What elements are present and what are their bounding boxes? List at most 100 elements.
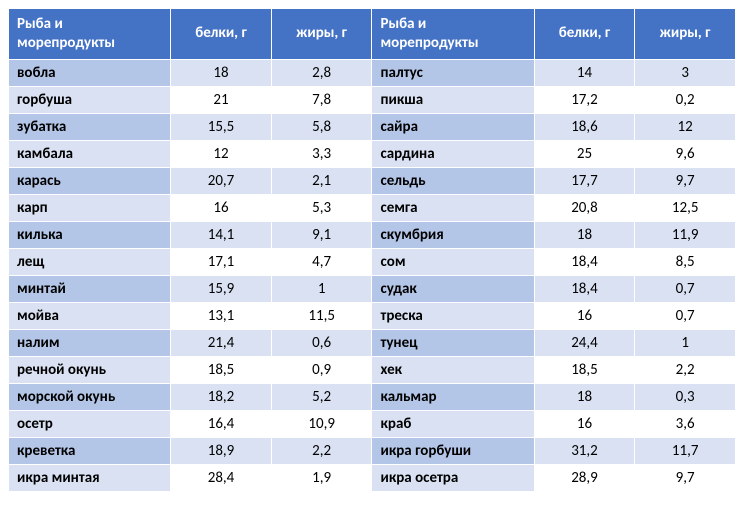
cell-name: кальмар: [372, 383, 534, 410]
col-head-protein-right: белки, г: [534, 9, 635, 60]
cell-protein: 18,4: [534, 275, 635, 302]
cell-fat: 11,9: [635, 221, 736, 248]
cell-fat: 5,2: [271, 383, 372, 410]
cell-protein: 14,1: [171, 221, 272, 248]
table-row: налим21,40,6тунец24,41: [9, 329, 736, 356]
cell-protein: 18,5: [171, 356, 272, 383]
cell-fat: 3,3: [271, 140, 372, 167]
cell-fat: 3,6: [635, 410, 736, 437]
cell-protein: 18: [534, 383, 635, 410]
cell-protein: 18: [171, 59, 272, 86]
cell-fat: 0,6: [271, 329, 372, 356]
cell-name: треска: [372, 302, 534, 329]
cell-name: карп: [9, 194, 171, 221]
cell-name: речной окунь: [9, 356, 171, 383]
cell-name: хек: [372, 356, 534, 383]
table-header-row: Рыба и морепродукты белки, г жиры, г Рыб…: [9, 9, 736, 60]
table-row: карась20,72,1сельдь17,79,7: [9, 167, 736, 194]
col-head-name-right: Рыба и морепродукты: [372, 9, 534, 60]
cell-fat: 12,5: [635, 194, 736, 221]
cell-name: икра горбуши: [372, 437, 534, 464]
cell-protein: 13,1: [171, 302, 272, 329]
cell-fat: 2,2: [271, 437, 372, 464]
cell-fat: 1,9: [271, 464, 372, 491]
cell-fat: 2,1: [271, 167, 372, 194]
cell-name: карась: [9, 167, 171, 194]
table-body: вобла182,8палтус143горбуша217,8пикша17,2…: [9, 59, 736, 491]
nutrition-table: Рыба и морепродукты белки, г жиры, г Рыб…: [8, 8, 736, 492]
cell-fat: 0,9: [271, 356, 372, 383]
cell-protein: 21: [171, 86, 272, 113]
cell-name: пикша: [372, 86, 534, 113]
cell-name: зубатка: [9, 113, 171, 140]
table-row: мойва13,111,5треска160,7: [9, 302, 736, 329]
cell-protein: 28,4: [171, 464, 272, 491]
cell-protein: 15,5: [171, 113, 272, 140]
cell-fat: 0,7: [635, 302, 736, 329]
cell-name: горбуша: [9, 86, 171, 113]
cell-protein: 31,2: [534, 437, 635, 464]
cell-protein: 16: [534, 410, 635, 437]
cell-name: икра минтая: [9, 464, 171, 491]
col-head-fat-right: жиры, г: [635, 9, 736, 60]
cell-protein: 17,2: [534, 86, 635, 113]
cell-protein: 16: [171, 194, 272, 221]
cell-fat: 3: [635, 59, 736, 86]
cell-fat: 11,7: [635, 437, 736, 464]
table-row: лещ17,14,7сом18,48,5: [9, 248, 736, 275]
cell-name: сом: [372, 248, 534, 275]
cell-name: минтай: [9, 275, 171, 302]
cell-fat: 9,7: [635, 464, 736, 491]
cell-protein: 15,9: [171, 275, 272, 302]
table-row: морской окунь18,25,2кальмар180,3: [9, 383, 736, 410]
cell-fat: 0,7: [635, 275, 736, 302]
cell-protein: 20,8: [534, 194, 635, 221]
cell-protein: 16,4: [171, 410, 272, 437]
cell-fat: 2,2: [635, 356, 736, 383]
table-row: зубатка15,55,8сайра18,612: [9, 113, 736, 140]
cell-name: лещ: [9, 248, 171, 275]
cell-fat: 0,2: [635, 86, 736, 113]
table-row: вобла182,8палтус143: [9, 59, 736, 86]
cell-name: скумбрия: [372, 221, 534, 248]
cell-fat: 0,3: [635, 383, 736, 410]
cell-fat: 5,3: [271, 194, 372, 221]
cell-protein: 28,9: [534, 464, 635, 491]
cell-fat: 9,6: [635, 140, 736, 167]
cell-name: семга: [372, 194, 534, 221]
col-head-fat-left: жиры, г: [271, 9, 372, 60]
cell-name: морской окунь: [9, 383, 171, 410]
cell-name: сельдь: [372, 167, 534, 194]
cell-name: осетр: [9, 410, 171, 437]
cell-name: сардина: [372, 140, 534, 167]
cell-fat: 1: [271, 275, 372, 302]
cell-protein: 24,4: [534, 329, 635, 356]
cell-name: вобла: [9, 59, 171, 86]
cell-name: тунец: [372, 329, 534, 356]
table-row: горбуша217,8пикша17,20,2: [9, 86, 736, 113]
table-row: речной окунь18,50,9хек18,52,2: [9, 356, 736, 383]
cell-fat: 5,8: [271, 113, 372, 140]
cell-protein: 12: [171, 140, 272, 167]
table-row: минтай15,91судак18,40,7: [9, 275, 736, 302]
cell-name: креветка: [9, 437, 171, 464]
table-row: камбала123,3сардина259,6: [9, 140, 736, 167]
cell-protein: 18: [534, 221, 635, 248]
cell-protein: 21,4: [171, 329, 272, 356]
cell-protein: 18,2: [171, 383, 272, 410]
cell-fat: 11,5: [271, 302, 372, 329]
cell-protein: 16: [534, 302, 635, 329]
cell-fat: 1: [635, 329, 736, 356]
col-head-name-left: Рыба и морепродукты: [9, 9, 171, 60]
cell-fat: 4,7: [271, 248, 372, 275]
cell-fat: 7,8: [271, 86, 372, 113]
table-row: креветка18,92,2икра горбуши31,211,7: [9, 437, 736, 464]
cell-fat: 2,8: [271, 59, 372, 86]
cell-name: килька: [9, 221, 171, 248]
cell-name: сайра: [372, 113, 534, 140]
cell-name: камбала: [9, 140, 171, 167]
cell-fat: 9,1: [271, 221, 372, 248]
table-row: карп165,3семга20,812,5: [9, 194, 736, 221]
cell-protein: 17,1: [171, 248, 272, 275]
cell-name: налим: [9, 329, 171, 356]
